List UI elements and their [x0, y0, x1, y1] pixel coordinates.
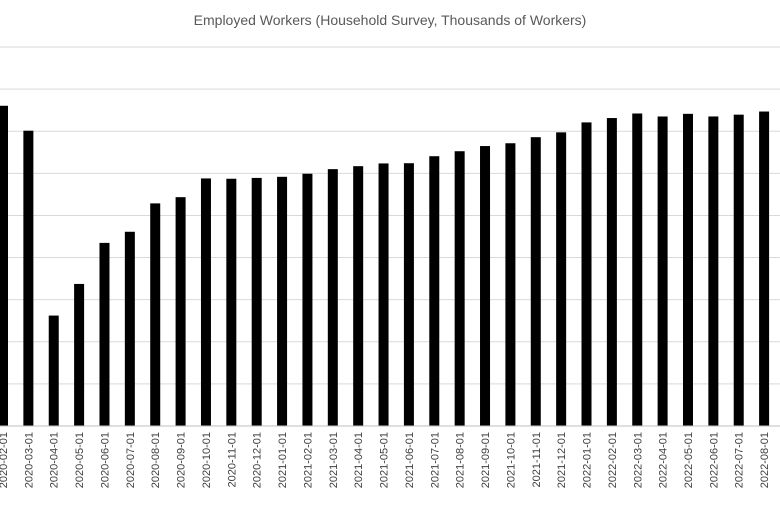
x-tick-label: 2022-05-01 — [683, 432, 695, 488]
x-tick-label: 2021-09-01 — [480, 432, 492, 488]
x-tick-label: 2020-05-01 — [74, 432, 86, 488]
bar-2021-05-01 — [378, 163, 389, 426]
bar-2022-05-01 — [682, 113, 693, 427]
bar-2020-11-01 — [226, 178, 237, 426]
bar-2021-09-01 — [480, 146, 491, 426]
x-tick-label: 2021-10-01 — [505, 432, 517, 488]
bar-2021-02-01 — [302, 173, 313, 426]
bar-2022-06-01 — [708, 116, 719, 426]
x-tick-label: 2022-06-01 — [708, 432, 720, 488]
bar-2020-06-01 — [99, 242, 110, 426]
x-tick-label: 2020-03-01 — [23, 432, 35, 488]
x-tick-label: 2022-07-01 — [734, 432, 746, 488]
bar-2021-11-01 — [530, 137, 541, 426]
bar-2021-08-01 — [454, 151, 465, 426]
bars — [0, 105, 770, 427]
bar-2020-12-01 — [251, 177, 262, 426]
bar-2021-10-01 — [505, 143, 516, 427]
bar-2022-03-01 — [632, 113, 643, 427]
x-tick-labels: 2020-02-01 2020-03-01 2020-04-01 2020-05-01… — [0, 432, 771, 488]
x-tick-label: 2020-12-01 — [252, 432, 264, 488]
bar-2021-06-01 — [403, 163, 414, 426]
x-tick-label: 2021-08-01 — [455, 432, 467, 488]
bar-2022-02-01 — [606, 118, 617, 426]
x-tick-label: 2021-11-01 — [531, 432, 543, 487]
x-tick-label: 2020-07-01 — [125, 432, 137, 488]
x-tick-label: 2022-02-01 — [607, 432, 619, 488]
bar-2022-01-01 — [581, 122, 592, 427]
bar-2021-03-01 — [327, 169, 338, 426]
x-tick-label: 2022-01-01 — [582, 432, 594, 488]
bar-2021-01-01 — [277, 176, 288, 426]
x-tick-label: 2021-04-01 — [353, 432, 365, 488]
x-tick-label: 2022-04-01 — [658, 432, 670, 488]
bar-2020-05-01 — [74, 283, 85, 426]
x-tick-label: 2021-07-01 — [429, 432, 441, 488]
bar-2021-04-01 — [353, 166, 364, 426]
x-tick-label: 2021-01-01 — [277, 432, 289, 488]
x-tick-label: 2021-12-01 — [556, 432, 568, 488]
bar-2020-10-01 — [200, 178, 211, 426]
x-tick-label: 2022-08-01 — [759, 432, 771, 488]
x-tick-label: 2020-11-01 — [226, 432, 238, 487]
bar-2020-03-01 — [23, 130, 34, 426]
bar-2021-12-01 — [556, 132, 567, 426]
x-tick-label: 2020-02-01 — [0, 432, 10, 488]
bar-2022-07-01 — [733, 114, 744, 427]
x-tick-label: 2021-03-01 — [328, 432, 340, 488]
x-tick-label: 2020-09-01 — [176, 432, 188, 488]
chart-title: Employed Workers (Household Survey, Thou… — [194, 12, 587, 28]
x-tick-label: 2021-05-01 — [379, 432, 391, 488]
bar-2022-08-01 — [759, 111, 770, 426]
bar-2021-07-01 — [429, 156, 440, 427]
x-tick-label: 2020-06-01 — [99, 432, 111, 488]
x-tick-label: 2020-10-01 — [201, 432, 213, 488]
bar-2020-02-01 — [0, 105, 8, 426]
bar-2020-09-01 — [175, 197, 186, 426]
x-tick-label: 2020-04-01 — [49, 432, 61, 488]
bar-2020-08-01 — [150, 203, 161, 426]
bar-2020-07-01 — [124, 231, 135, 426]
x-tick-label: 2021-06-01 — [404, 432, 416, 488]
x-tick-label: 2022-03-01 — [632, 432, 644, 488]
bar-2020-04-01 — [48, 315, 59, 426]
x-tick-label: 2021-02-01 — [302, 432, 314, 488]
x-tick-label: 2020-08-01 — [150, 432, 162, 488]
bar-2022-04-01 — [657, 116, 668, 426]
